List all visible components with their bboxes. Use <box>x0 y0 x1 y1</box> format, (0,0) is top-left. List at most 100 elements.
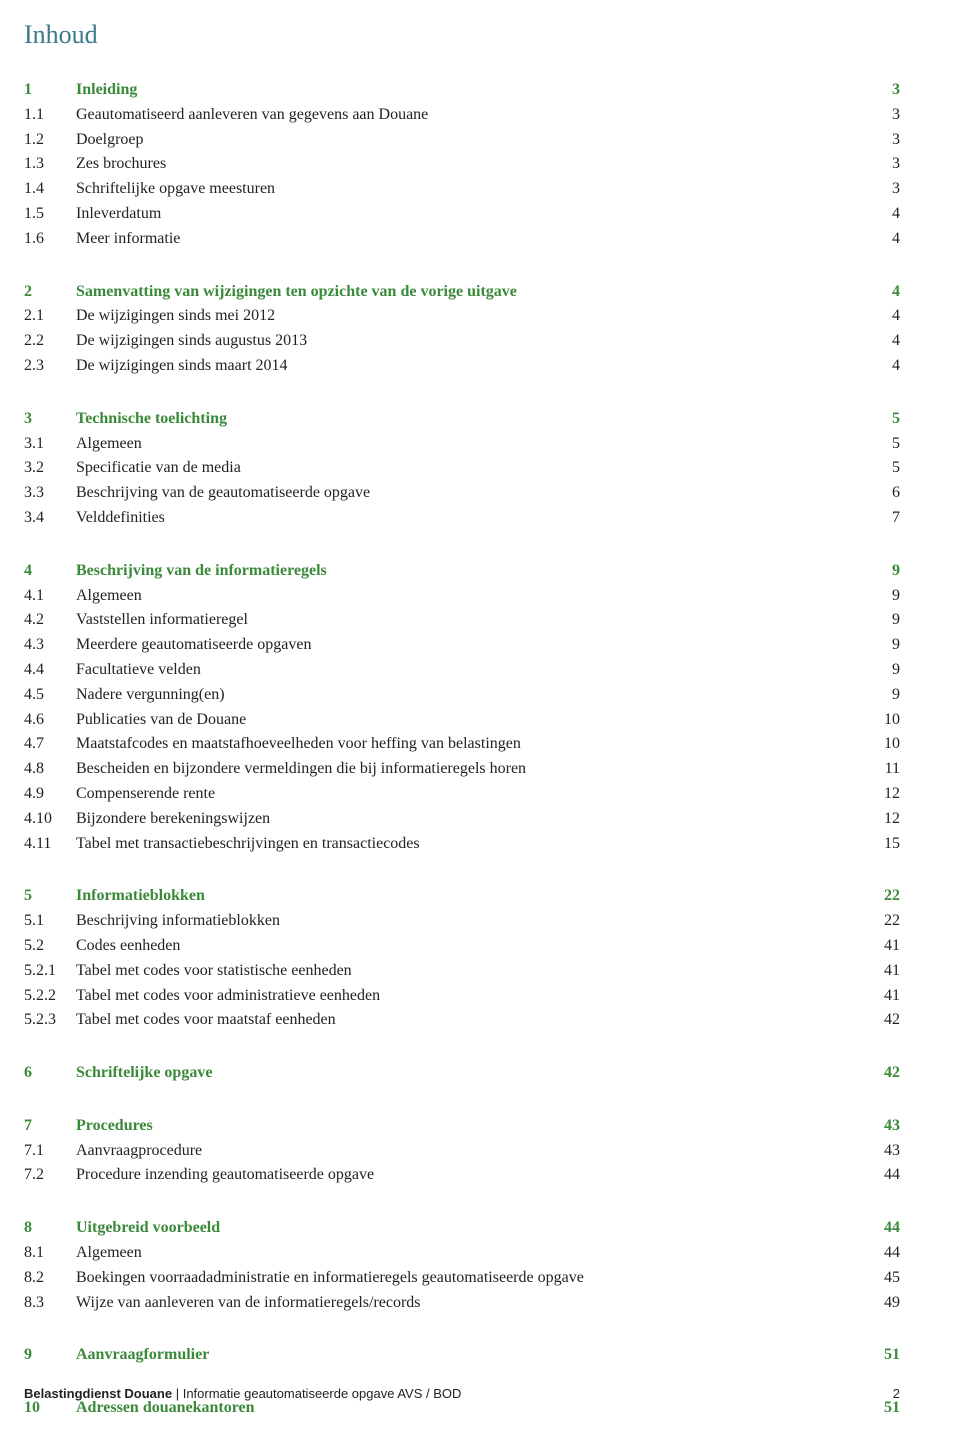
toc-entry-label: Algemeen <box>76 1241 860 1266</box>
toc-entry-number: 1.5 <box>24 202 76 227</box>
toc-entry[interactable]: 7.1Aanvraagprocedure43 <box>24 1139 900 1164</box>
toc-entry-page: 44 <box>860 1163 900 1188</box>
toc-entry-label: Procedures <box>76 1114 860 1139</box>
toc-section-head[interactable]: 4Beschrijving van de informatieregels9 <box>24 559 900 584</box>
toc-entry[interactable]: 3.3Beschrijving van de geautomatiseerde … <box>24 481 900 506</box>
toc-entry-label: Informatieblokken <box>76 884 860 909</box>
footer-separator: | <box>176 1386 183 1401</box>
table-of-contents: 1Inleiding31.1Geautomatiseerd aanleveren… <box>24 78 900 1421</box>
toc-entry[interactable]: 3.4Velddefinities7 <box>24 506 900 531</box>
toc-entry[interactable]: 4.11Tabel met transactiebeschrijvingen e… <box>24 832 900 857</box>
toc-entry[interactable]: 1.5Inleverdatum4 <box>24 202 900 227</box>
toc-entry-page: 42 <box>860 1008 900 1033</box>
toc-entry-number: 2 <box>24 280 76 305</box>
toc-entry[interactable]: 2.2De wijzigingen sinds augustus 20134 <box>24 329 900 354</box>
toc-entry-number: 1.4 <box>24 177 76 202</box>
toc-entry[interactable]: 8.2Boekingen voorraadadministratie en in… <box>24 1266 900 1291</box>
toc-entry-number: 1.1 <box>24 103 76 128</box>
toc-entry-number: 4.8 <box>24 757 76 782</box>
toc-entry-label: Schriftelijke opgave meesturen <box>76 177 860 202</box>
toc-entry[interactable]: 4.8Bescheiden en bijzondere vermeldingen… <box>24 757 900 782</box>
toc-section-head[interactable]: 3Technische toelichting5 <box>24 407 900 432</box>
toc-entry[interactable]: 4.1Algemeen9 <box>24 584 900 609</box>
toc-entry-number: 5.2.1 <box>24 959 76 984</box>
toc-entry-label: Zes brochures <box>76 152 860 177</box>
toc-entry-page: 22 <box>860 909 900 934</box>
toc-entry-number: 4.7 <box>24 732 76 757</box>
toc-section-head[interactable]: 6Schriftelijke opgave42 <box>24 1061 900 1086</box>
toc-entry-page: 12 <box>860 807 900 832</box>
toc-entry-number: 4 <box>24 559 76 584</box>
toc-entry[interactable]: 8.3Wijze van aanleveren van de informati… <box>24 1291 900 1316</box>
toc-section: 6Schriftelijke opgave42 <box>24 1061 900 1086</box>
toc-entry-number: 3.3 <box>24 481 76 506</box>
toc-section-head[interactable]: 9Aanvraagformulier51 <box>24 1343 900 1368</box>
toc-entry[interactable]: 4.7Maatstafcodes en maatstafhoeveelheden… <box>24 732 900 757</box>
toc-entry[interactable]: 4.4Facultatieve velden9 <box>24 658 900 683</box>
toc-entry-number: 5.2.3 <box>24 1008 76 1033</box>
toc-section-head[interactable]: 8Uitgebreid voorbeeld44 <box>24 1216 900 1241</box>
toc-entry[interactable]: 4.6Publicaties van de Douane10 <box>24 708 900 733</box>
toc-entry[interactable]: 1.6Meer informatie4 <box>24 227 900 252</box>
toc-entry-label: Codes eenheden <box>76 934 860 959</box>
toc-entry-page: 42 <box>860 1061 900 1086</box>
toc-entry-page: 4 <box>860 329 900 354</box>
toc-entry[interactable]: 4.9Compenserende rente12 <box>24 782 900 807</box>
toc-entry-number: 7 <box>24 1114 76 1139</box>
toc-entry-number: 8.2 <box>24 1266 76 1291</box>
toc-entry-number: 3.1 <box>24 432 76 457</box>
toc-entry-label: Tabel met transactiebeschrijvingen en tr… <box>76 832 860 857</box>
toc-entry[interactable]: 4.3Meerdere geautomatiseerde opgaven9 <box>24 633 900 658</box>
toc-entry[interactable]: 1.2Doelgroep3 <box>24 128 900 153</box>
toc-entry[interactable]: 5.2.1Tabel met codes voor statistische e… <box>24 959 900 984</box>
toc-entry-label: Uitgebreid voorbeeld <box>76 1216 860 1241</box>
toc-entry[interactable]: 4.5Nadere vergunning(en)9 <box>24 683 900 708</box>
toc-entry-label: De wijzigingen sinds maart 2014 <box>76 354 860 379</box>
toc-entry[interactable]: 1.3Zes brochures3 <box>24 152 900 177</box>
toc-entry-label: Maatstafcodes en maatstafhoeveelheden vo… <box>76 732 860 757</box>
toc-entry-page: 44 <box>860 1216 900 1241</box>
toc-entry-number: 5.1 <box>24 909 76 934</box>
toc-entry-number: 7.2 <box>24 1163 76 1188</box>
toc-entry[interactable]: 5.2.3Tabel met codes voor maatstaf eenhe… <box>24 1008 900 1033</box>
toc-section-head[interactable]: 7Procedures43 <box>24 1114 900 1139</box>
toc-entry[interactable]: 4.2Vaststellen informatieregel9 <box>24 608 900 633</box>
toc-entry[interactable]: 8.1Algemeen44 <box>24 1241 900 1266</box>
toc-entry-number: 4.2 <box>24 608 76 633</box>
toc-section-head[interactable]: 5Informatieblokken22 <box>24 884 900 909</box>
toc-entry[interactable]: 7.2Procedure inzending geautomatiseerde … <box>24 1163 900 1188</box>
toc-entry-number: 4.3 <box>24 633 76 658</box>
toc-entry-number: 4.11 <box>24 832 76 857</box>
toc-section: 9Aanvraagformulier51 <box>24 1343 900 1368</box>
toc-entry-page: 45 <box>860 1266 900 1291</box>
toc-entry-number: 1 <box>24 78 76 103</box>
toc-entry[interactable]: 5.1Beschrijving informatieblokken22 <box>24 909 900 934</box>
toc-entry-number: 3 <box>24 407 76 432</box>
toc-entry[interactable]: 5.2.2Tabel met codes voor administratiev… <box>24 984 900 1009</box>
toc-entry-page: 51 <box>860 1343 900 1368</box>
toc-entry[interactable]: 4.10Bijzondere berekeningswijzen12 <box>24 807 900 832</box>
toc-entry-page: 4 <box>860 227 900 252</box>
toc-entry[interactable]: 3.1Algemeen5 <box>24 432 900 457</box>
toc-section: 2Samenvatting van wijzigingen ten opzich… <box>24 280 900 379</box>
toc-section: 8Uitgebreid voorbeeld448.1Algemeen448.2B… <box>24 1216 900 1315</box>
toc-entry-number: 4.10 <box>24 807 76 832</box>
toc-entry-label: Schriftelijke opgave <box>76 1061 860 1086</box>
toc-entry[interactable]: 1.1Geautomatiseerd aanleveren van gegeve… <box>24 103 900 128</box>
toc-entry-label: Procedure inzending geautomatiseerde opg… <box>76 1163 860 1188</box>
toc-entry-page: 9 <box>860 633 900 658</box>
toc-entry-label: Tabel met codes voor administratieve een… <box>76 984 860 1009</box>
toc-entry-page: 3 <box>860 78 900 103</box>
toc-entry[interactable]: 2.3De wijzigingen sinds maart 20144 <box>24 354 900 379</box>
toc-entry-label: De wijzigingen sinds mei 2012 <box>76 304 860 329</box>
toc-section-head[interactable]: 1Inleiding3 <box>24 78 900 103</box>
toc-entry[interactable]: 5.2Codes eenheden41 <box>24 934 900 959</box>
toc-entry-number: 8 <box>24 1216 76 1241</box>
toc-entry[interactable]: 1.4Schriftelijke opgave meesturen3 <box>24 177 900 202</box>
toc-entry[interactable]: 3.2Specificatie van de media5 <box>24 456 900 481</box>
toc-section-head[interactable]: 2Samenvatting van wijzigingen ten opzich… <box>24 280 900 305</box>
toc-entry-number: 8.3 <box>24 1291 76 1316</box>
toc-entry[interactable]: 2.1De wijzigingen sinds mei 20124 <box>24 304 900 329</box>
toc-entry-number: 2.2 <box>24 329 76 354</box>
toc-entry-page: 41 <box>860 984 900 1009</box>
